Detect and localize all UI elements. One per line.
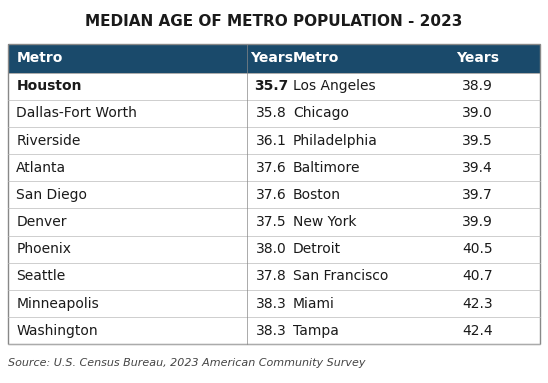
Text: Years: Years xyxy=(456,51,499,65)
Text: 39.7: 39.7 xyxy=(462,188,493,202)
Text: 39.0: 39.0 xyxy=(462,106,493,120)
Text: 39.9: 39.9 xyxy=(462,215,493,229)
Text: MEDIAN AGE OF METRO POPULATION - 2023: MEDIAN AGE OF METRO POPULATION - 2023 xyxy=(85,14,463,29)
Text: 38.0: 38.0 xyxy=(256,242,287,256)
Text: 39.4: 39.4 xyxy=(462,161,493,175)
Text: Years: Years xyxy=(250,51,293,65)
Text: 38.9: 38.9 xyxy=(462,79,493,93)
Text: Boston: Boston xyxy=(293,188,341,202)
Text: Denver: Denver xyxy=(16,215,67,229)
Text: Atlanta: Atlanta xyxy=(16,161,66,175)
Text: Metro: Metro xyxy=(16,51,62,65)
Text: Houston: Houston xyxy=(16,79,82,93)
Text: 37.6: 37.6 xyxy=(256,161,287,175)
Text: Los Angeles: Los Angeles xyxy=(293,79,375,93)
Text: New York: New York xyxy=(293,215,357,229)
Text: San Francisco: San Francisco xyxy=(293,269,389,283)
Text: 35.8: 35.8 xyxy=(256,106,287,120)
Text: Baltimore: Baltimore xyxy=(293,161,361,175)
Text: 37.6: 37.6 xyxy=(256,188,287,202)
Text: 42.3: 42.3 xyxy=(462,296,493,311)
Text: Minneapolis: Minneapolis xyxy=(16,296,99,311)
Text: 38.3: 38.3 xyxy=(256,296,287,311)
Text: Source: U.S. Census Bureau, 2023 American Community Survey: Source: U.S. Census Bureau, 2023 America… xyxy=(8,358,366,368)
Text: 39.5: 39.5 xyxy=(462,134,493,147)
Text: San Diego: San Diego xyxy=(16,188,87,202)
Text: Tampa: Tampa xyxy=(293,324,339,338)
Text: 36.1: 36.1 xyxy=(256,134,287,147)
Text: Seattle: Seattle xyxy=(16,269,66,283)
Text: 40.5: 40.5 xyxy=(462,242,493,256)
Text: 40.7: 40.7 xyxy=(462,269,493,283)
Text: Phoenix: Phoenix xyxy=(16,242,71,256)
FancyBboxPatch shape xyxy=(8,44,540,73)
Text: Detroit: Detroit xyxy=(293,242,341,256)
Text: Chicago: Chicago xyxy=(293,106,349,120)
Text: Metro: Metro xyxy=(293,51,339,65)
Text: Washington: Washington xyxy=(16,324,98,338)
Text: 35.7: 35.7 xyxy=(254,79,288,93)
Text: 42.4: 42.4 xyxy=(462,324,493,338)
Text: 38.3: 38.3 xyxy=(256,324,287,338)
Text: Miami: Miami xyxy=(293,296,335,311)
Text: Philadelphia: Philadelphia xyxy=(293,134,378,147)
Text: Dallas-Fort Worth: Dallas-Fort Worth xyxy=(16,106,137,120)
Text: 37.8: 37.8 xyxy=(256,269,287,283)
Text: 37.5: 37.5 xyxy=(256,215,287,229)
Text: Riverside: Riverside xyxy=(16,134,81,147)
